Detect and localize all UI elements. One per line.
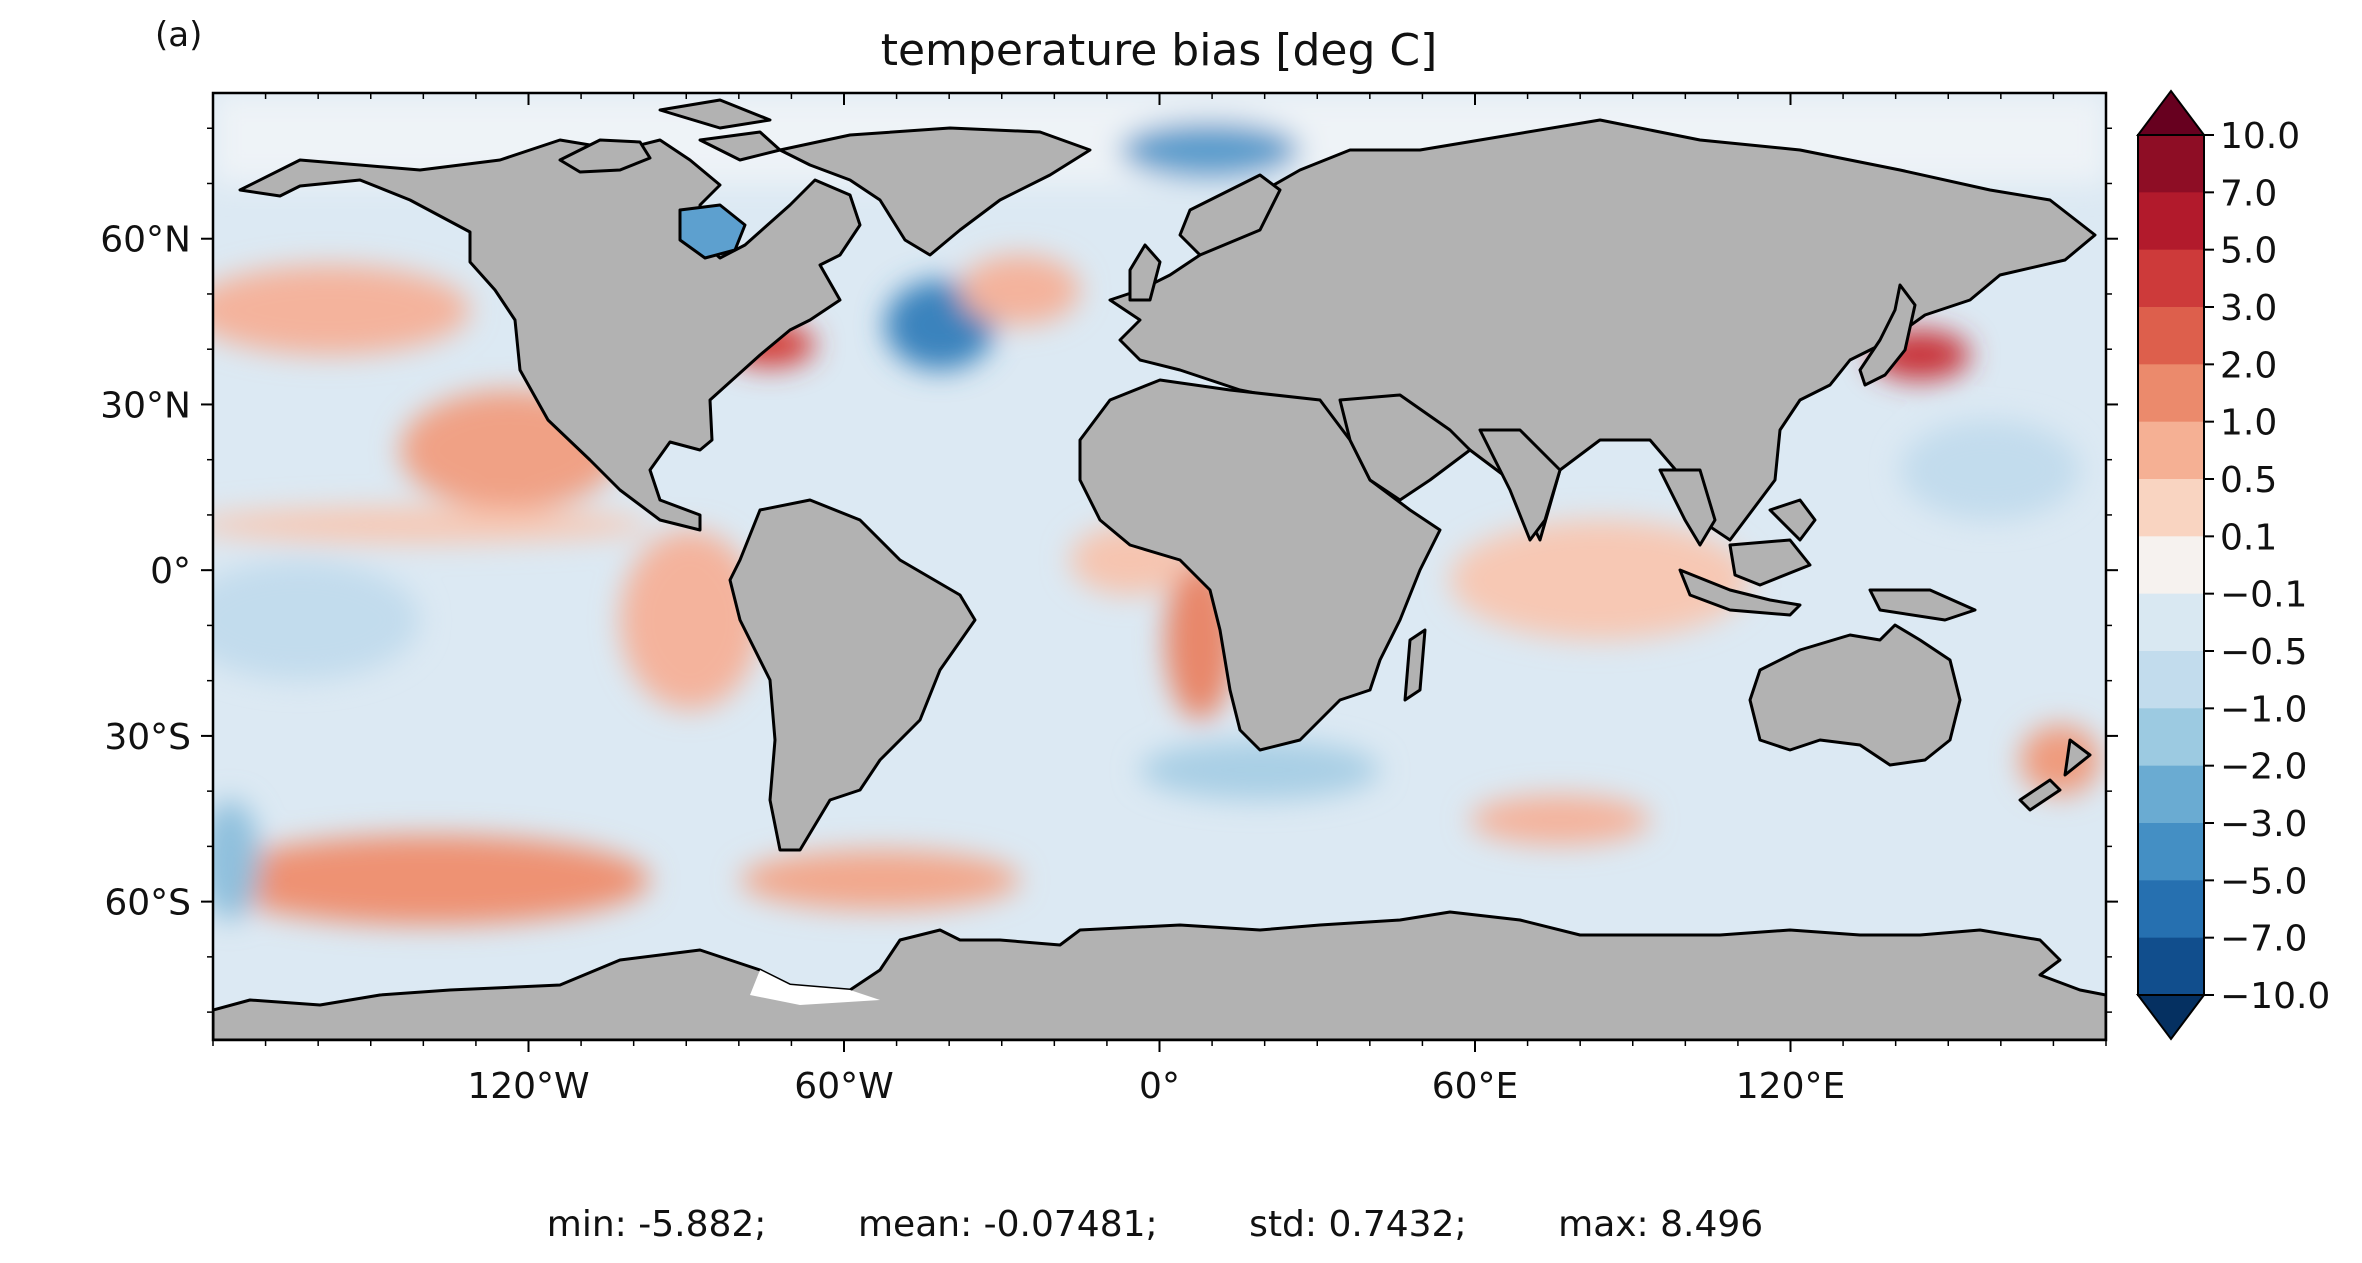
land-new-zealand	[2018, 738, 2092, 812]
colorbar-segment	[2138, 708, 2204, 767]
lat-tick-label: 60°S	[104, 883, 191, 924]
colorbar-tick-label: 5.0	[2220, 231, 2277, 272]
bias-region-west-edge-cold	[213, 800, 260, 920]
lon-tick-label: 60°E	[1432, 1066, 1519, 1107]
bias-region-south-pacific-cold	[213, 560, 420, 680]
colorbar-segment	[2138, 364, 2204, 423]
colorbar-tick-label: 3.0	[2220, 288, 2277, 329]
bias-region-natlantic-warm	[960, 255, 1080, 325]
colorbar-segment	[2138, 135, 2204, 193]
lat-tick-label: 30°S	[104, 717, 191, 758]
panel-label: (a)	[155, 15, 202, 55]
colorbar-tick-label: 0.5	[2220, 460, 2277, 501]
bias-region-southern-warm-east	[1470, 795, 1650, 845]
lon-tick-label: 60°W	[794, 1066, 893, 1107]
land-india	[1478, 428, 1562, 542]
colorbar-tick-label: −3.0	[2220, 804, 2307, 845]
colorbar-tick-label: 0.1	[2220, 517, 2277, 558]
land-australia	[1748, 623, 1962, 767]
colorbar-extend-min	[2136, 994, 2206, 1041]
colorbar-segment	[2138, 823, 2204, 881]
land-hudson-bay	[678, 203, 747, 260]
land-arabia	[1338, 393, 1472, 502]
bias-region-npacific-cold	[1900, 420, 2080, 520]
land-maritime-continent	[1678, 498, 1977, 622]
bias-region-southern-warm-center	[740, 850, 1020, 910]
colorbar-tick-label: −2.0	[2220, 747, 2307, 788]
bias-region-npacific-warm	[213, 265, 470, 355]
lat-tick-label: 60°N	[100, 220, 191, 261]
colorbar-segment	[2138, 479, 2204, 537]
colorbar-tick-label: −7.0	[2220, 919, 2307, 960]
bias-region-eq-pacific-warm	[213, 507, 650, 543]
lon-tick-label: 120°W	[467, 1066, 589, 1107]
colorbar-tick-label: −0.5	[2220, 632, 2307, 673]
ocean-bias-field	[213, 93, 2106, 925]
lon-tick-label: 0°	[1139, 1066, 1180, 1107]
bias-region-peru-warm	[620, 530, 760, 710]
map-axes: 120°W 60°W 0° 60°E 120°E 60°N 30°N 0° 30°S 60°S	[100, 93, 2118, 1107]
land-uk	[1128, 243, 1162, 302]
colorbar: 10.0 7.0 5.0 3.0 2.0 1.0 0.5 0.1 −0.1 −0.5 −1.0 −2.…	[2136, 89, 2330, 1041]
lon-tick-label: 120°E	[1736, 1066, 1845, 1107]
colorbar-tick-label: −0.1	[2220, 575, 2307, 616]
colorbar-segment	[2138, 536, 2204, 595]
land-canadian-islands	[558, 98, 782, 174]
colorbar-tick-label: 7.0	[2220, 173, 2277, 214]
colorbar-segment	[2138, 937, 2204, 996]
colorbar-segment	[2138, 880, 2204, 939]
land-japan	[1858, 283, 1917, 387]
colorbar-segment	[2138, 651, 2204, 709]
colorbar-tick-label: 1.0	[2220, 403, 2277, 444]
land-greenland	[778, 126, 1092, 257]
land-antarctica	[213, 910, 2106, 1040]
land-south-america	[728, 498, 977, 852]
bias-region-tasman-warm	[2020, 725, 2100, 795]
colorbar-segment	[2138, 765, 2204, 824]
colorbar-tick-label: −1.0	[2220, 689, 2307, 730]
colorbar-segment	[2138, 307, 2204, 365]
bias-region-indian-warm	[1450, 520, 1750, 640]
colorbar-segment	[2138, 593, 2204, 652]
colorbar-extend-max	[2136, 89, 2206, 136]
colorbar-tick-label: −10.0	[2220, 976, 2330, 1017]
bias-region-southern-warm-west	[213, 835, 650, 925]
lat-tick-label: 30°N	[100, 385, 191, 426]
bias-region-southern-cold	[1140, 740, 1380, 800]
map-panel	[213, 93, 2106, 1040]
land-southeast-asia	[1658, 468, 1812, 587]
land-madagascar	[1403, 628, 1427, 702]
land-ross-ice-white	[750, 970, 880, 1005]
lat-tick-label: 0°	[150, 551, 191, 592]
colorbar-tick-label: 10.0	[2220, 116, 2300, 157]
land-scandinavia	[1178, 173, 1282, 257]
colorbar-tick-label: 2.0	[2220, 345, 2277, 386]
colorbar-segment	[2138, 192, 2204, 251]
stats-summary: min: -5.882; mean: -0.07481; std: 0.7432…	[547, 1204, 1763, 1245]
map-title: temperature bias [deg C]	[881, 25, 1438, 76]
colorbar-segment	[2138, 421, 2204, 480]
colorbar-segment	[2138, 249, 2204, 308]
colorbar-tick-label: −5.0	[2220, 861, 2307, 902]
colorbar-frame	[2137, 134, 2205, 996]
bias-region-greenland-sea-cold	[1120, 122, 1300, 178]
land-masses	[213, 98, 2106, 1040]
